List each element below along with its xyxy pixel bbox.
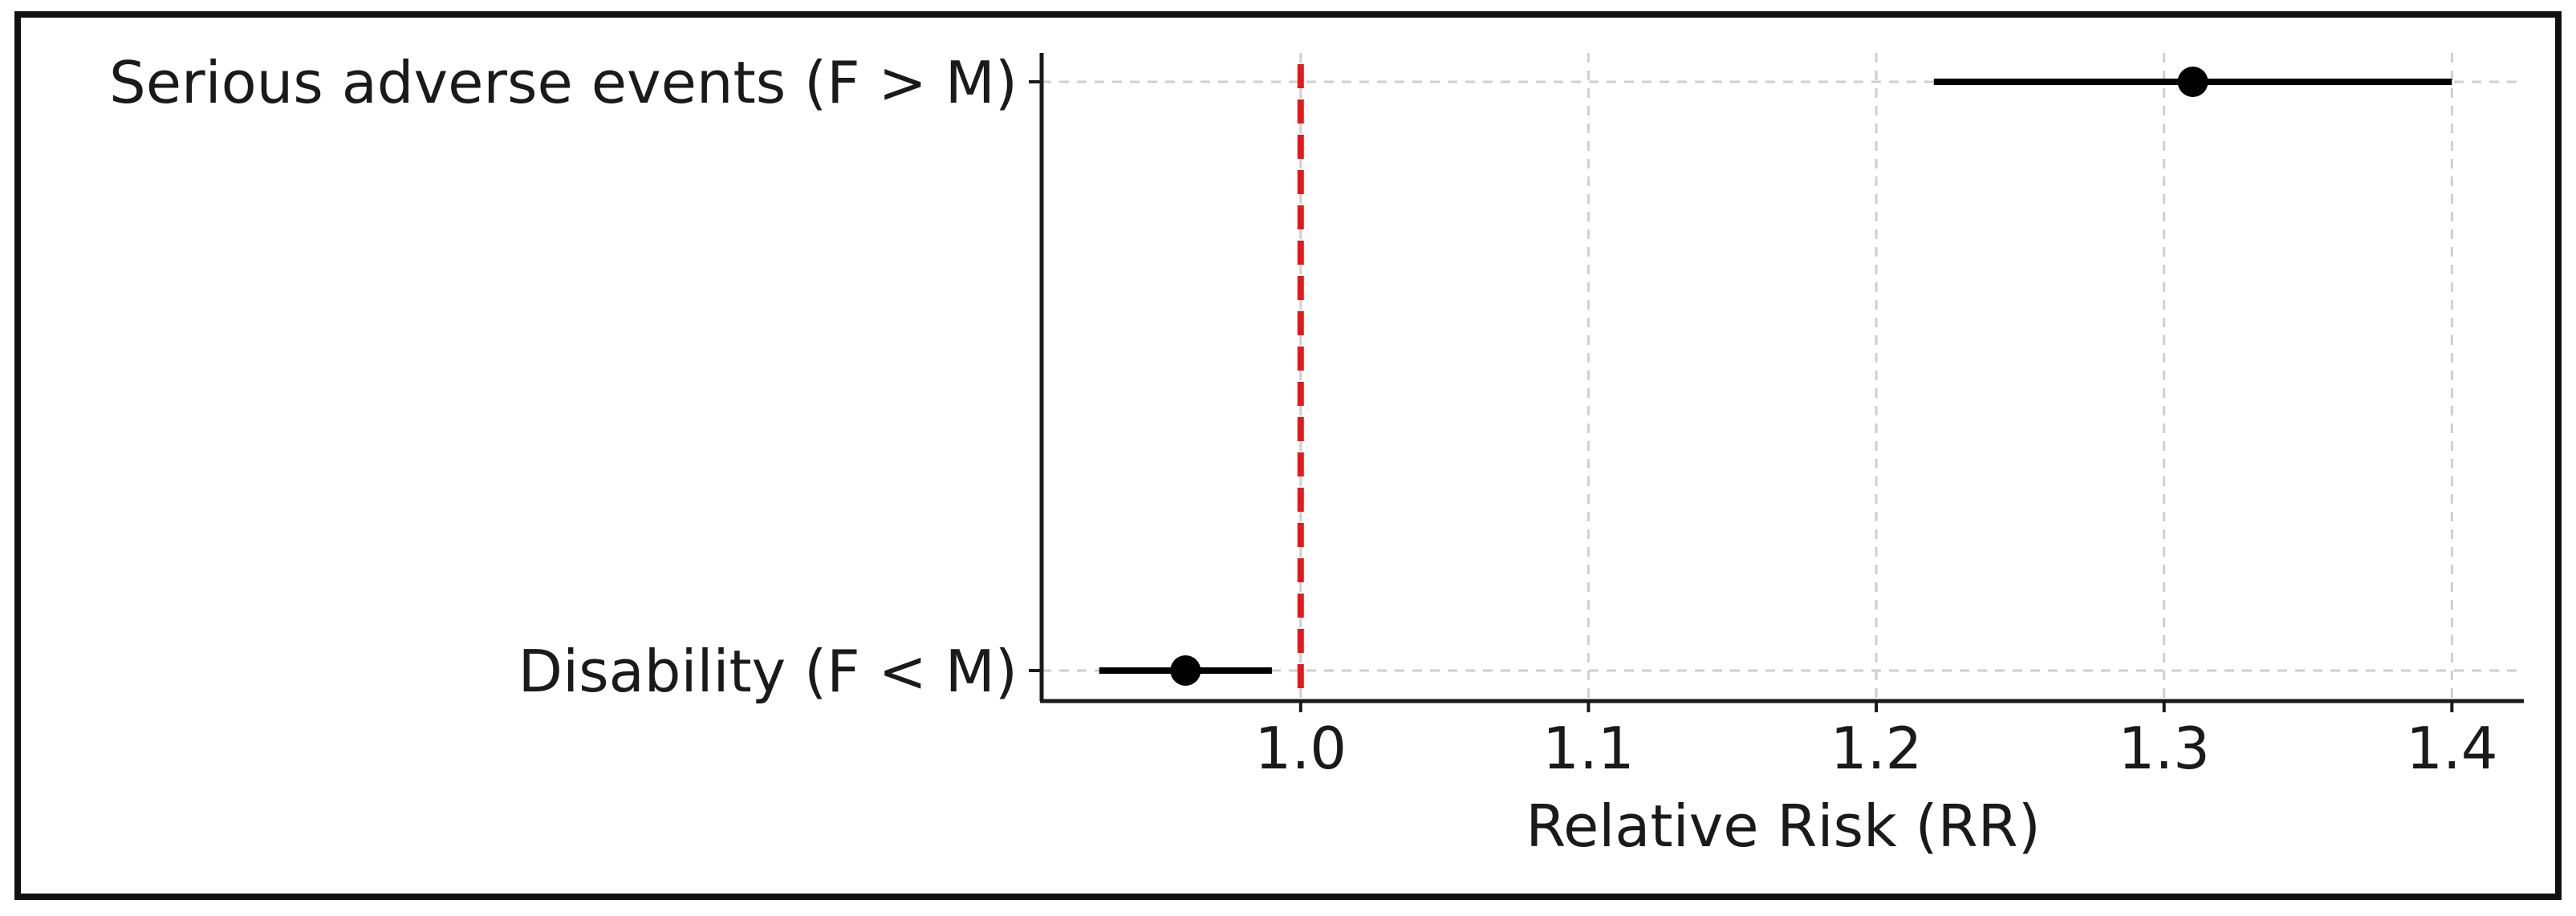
x-tick-label: 1.1 (1542, 715, 1635, 782)
figure-border (14, 11, 2562, 900)
point-estimate-marker (2177, 67, 2208, 97)
grid-layer (1042, 53, 2524, 701)
x-tick-label: 1.0 (1255, 715, 1347, 782)
x-tick-label: 1.2 (1830, 715, 1923, 782)
y-category-layer: Serious adverse events (F > M) Disability… (109, 49, 1018, 705)
x-tick-layer: 1.0 1.1 1.2 1.3 1.4 (1029, 80, 2498, 782)
estimate-layer (1099, 67, 2452, 686)
x-tick-label: 1.4 (2406, 715, 2498, 782)
x-axis-title: Relative Risk (RR) (1526, 792, 2041, 860)
y-category-label: Serious adverse events (F > M) (109, 49, 1018, 116)
y-category-label: Disability (F < M) (518, 638, 1018, 705)
point-estimate-marker (1170, 655, 1201, 686)
x-tick-label: 1.3 (2118, 715, 2210, 782)
axis-layer (1039, 53, 2524, 703)
